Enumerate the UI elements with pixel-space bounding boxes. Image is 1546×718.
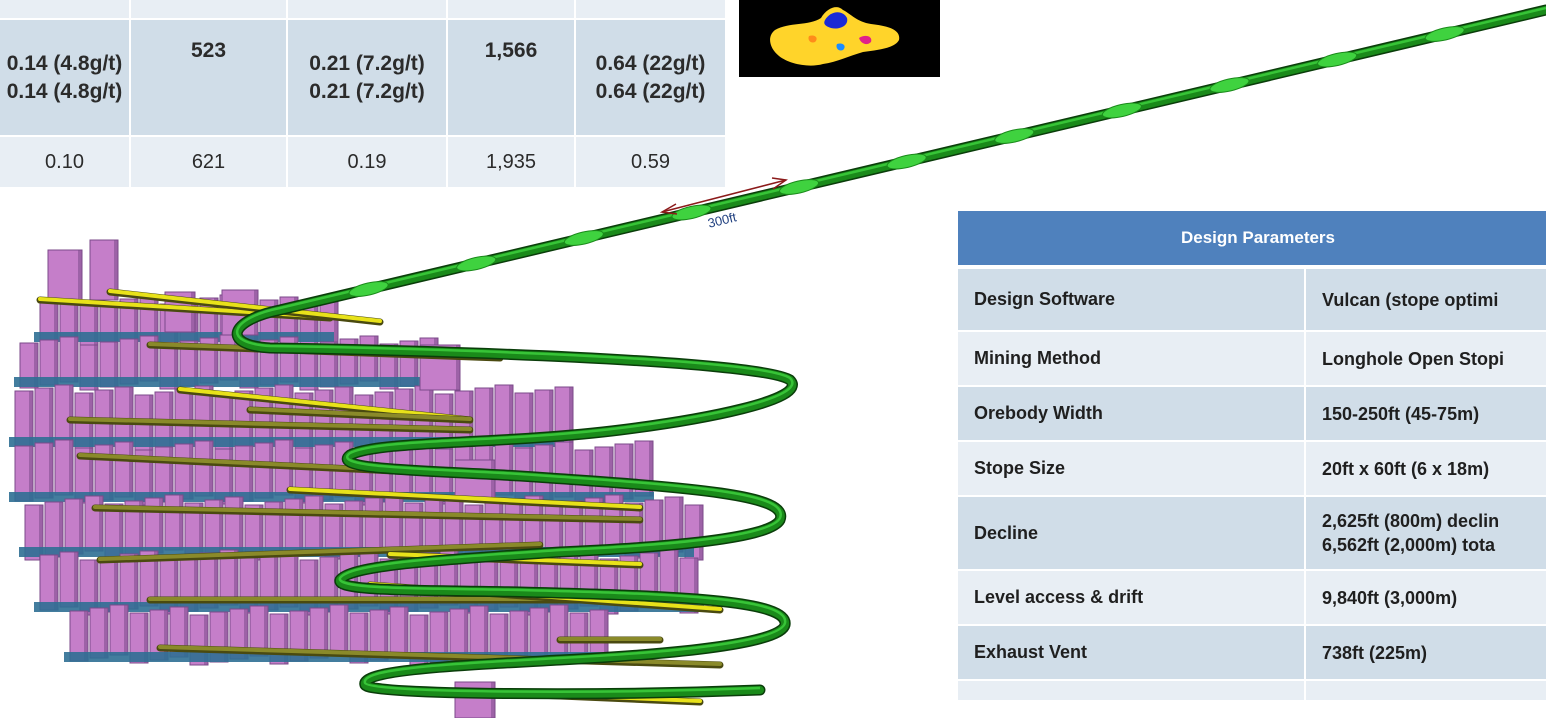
- parameter-row: Mining Method Longhole Open Stopi: [958, 330, 1546, 386]
- grade-table-cell: 0.64 (22g/t) 0.64 (22g/t): [575, 18, 725, 136]
- grade-table-cell: 621: [130, 135, 288, 187]
- ramp-bay: [456, 255, 497, 272]
- level-plate: [14, 377, 434, 387]
- parameter-value: 9,840ft (3,000m): [1305, 569, 1546, 625]
- grade-table-cell: [447, 0, 576, 19]
- parameter-label: [958, 679, 1306, 700]
- level-plate: [34, 602, 704, 612]
- parameter-value: 20ft x 60ft (6 x 18m): [1305, 440, 1546, 496]
- grade-table-cell: [0, 0, 131, 19]
- parameter-label: Design Software: [958, 265, 1306, 331]
- design-parameters-header: Design Parameters: [958, 211, 1546, 267]
- level-plate: [9, 492, 654, 502]
- ramp-bay: [1209, 77, 1250, 93]
- grade-table-row: 0.10 621 0.19 1,935 0.59: [0, 135, 725, 187]
- parameter-row: Stope Size 20ft x 60ft (6 x 18m): [958, 440, 1546, 496]
- grade-table-cell: 0.10: [0, 135, 131, 187]
- grade-table-cell: 0.21 (7.2g/t) 0.21 (7.2g/t): [287, 18, 448, 136]
- grade-table-cell: 1,566: [447, 18, 576, 136]
- parameter-value: 2,625ft (800m) declin 6,562ft (2,000m) to…: [1305, 495, 1546, 570]
- grade-table-cell: 0.19: [287, 135, 448, 187]
- parameter-label: Level access & drift: [958, 569, 1306, 625]
- grade-table-cell: 0.14 (4.8g/t) 0.14 (4.8g/t): [0, 18, 131, 136]
- orebody-thumbnail: [739, 0, 940, 77]
- parameter-value: 738ft (225m): [1305, 624, 1546, 680]
- parameter-row: Exhaust Vent 738ft (225m): [958, 624, 1546, 680]
- grade-table-cell: 1,935: [447, 135, 576, 187]
- ramp-bay: [886, 153, 927, 170]
- parameter-value: 150-250ft (45-75m): [1305, 385, 1546, 441]
- stope-block: [47, 249, 83, 303]
- grade-table-cell: [287, 0, 448, 19]
- parameter-label: Mining Method: [958, 330, 1306, 386]
- grade-table-cell: 523: [130, 18, 288, 136]
- parameter-label: Exhaust Vent: [958, 624, 1306, 680]
- grade-table-cell: 0.59: [575, 135, 725, 187]
- scale-arrow: [659, 177, 788, 215]
- grade-table-cell: [575, 0, 725, 19]
- stope-block: [454, 459, 496, 501]
- parameter-row: Design Software Vulcan (stope optimi: [958, 265, 1546, 331]
- parameter-row: Decline 2,625ft (800m) declin 6,562ft (2,0…: [958, 495, 1546, 570]
- parameter-row: Level access & drift 9,840ft (3,000m): [958, 569, 1546, 625]
- level-plate: [64, 652, 604, 662]
- ramp-bay: [671, 204, 712, 221]
- level-plate: [34, 332, 334, 342]
- parameter-label: Decline: [958, 495, 1306, 570]
- parameter-label: Orebody Width: [958, 385, 1306, 441]
- ramp-path: [233, 6, 1546, 698]
- parameter-row: [958, 679, 1546, 700]
- ramp-bay: [1101, 102, 1142, 119]
- grade-table-row: [0, 0, 725, 19]
- ramp-bay: [779, 179, 820, 195]
- decline-ramp: [231, 4, 1546, 700]
- parameter-row: Orebody Width 150-250ft (45-75m): [958, 385, 1546, 441]
- design-parameters-table: Design Parameters Design Software Vulcan …: [958, 211, 1546, 700]
- grade-table: 0.14 (4.8g/t) 0.14 (4.8g/t) 523 0.21 (7.2g/…: [0, 0, 725, 187]
- parameter-value: Longhole Open Stopi: [1305, 330, 1546, 386]
- scale-label: 300ft: [706, 209, 738, 231]
- ramp-bay: [563, 230, 604, 246]
- grade-table-cell: [130, 0, 288, 19]
- parameter-value: [1305, 679, 1546, 700]
- ramp-bay: [1424, 26, 1465, 42]
- ramp-bay: [1317, 51, 1358, 68]
- ramp-bay: [348, 281, 389, 297]
- grade-table-row: 0.14 (4.8g/t) 0.14 (4.8g/t) 523 0.21 (7.2g/…: [0, 18, 725, 136]
- parameter-value: Vulcan (stope optimi: [1305, 265, 1546, 331]
- ramp-bay: [994, 128, 1035, 144]
- parameter-label: Stope Size: [958, 440, 1306, 496]
